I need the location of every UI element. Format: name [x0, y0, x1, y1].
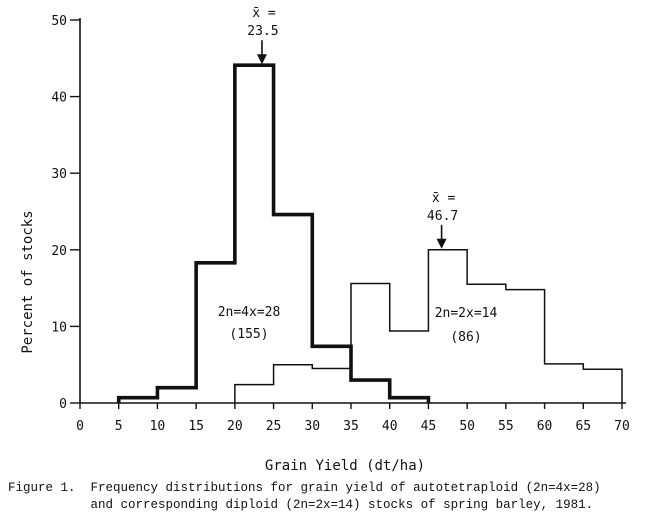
histogram-outline — [116, 63, 431, 403]
mean-label: x̄ = — [252, 6, 276, 21]
x-axis-ticks: 0 5 10 15 20 25 30 35 40 45 50 55 60 65 70 — [76, 403, 630, 434]
histogram-bin — [157, 388, 196, 403]
x-tick-label: 25 — [266, 419, 282, 434]
x-tick-label: 5 — [115, 419, 123, 434]
y-tick-label: 10 — [51, 320, 67, 335]
x-tick-label: 40 — [382, 419, 398, 434]
y-axis-label: Percent of stocks — [20, 210, 36, 353]
figure-caption: Figure 1. Frequency distributions for gr… — [8, 480, 658, 514]
x-tick-label: 35 — [343, 419, 359, 434]
series-2n=4x=28: 2n=4x=28 (155) — [116, 63, 431, 403]
series-count-label: (155) — [229, 327, 268, 342]
histogram-bin — [119, 398, 158, 403]
annotations: x̄ = 23.5 x̄ = 46.7 — [247, 6, 458, 249]
y-tick-label: 30 — [51, 167, 67, 182]
x-tick-label: 50 — [459, 419, 475, 434]
caption-line-1: Figure 1. Frequency distributions for gr… — [8, 481, 601, 495]
histogram-outline — [234, 249, 623, 403]
mean-annotation: x̄ = 23.5 — [247, 6, 279, 65]
x-tick-label: 70 — [614, 419, 630, 434]
caption-line-2: and corresponding diploid (2n=2x=14) sto… — [8, 498, 594, 512]
x-tick-label: 30 — [304, 419, 320, 434]
histogram-bin — [312, 369, 351, 403]
x-tick-label: 20 — [227, 419, 243, 434]
x-tick-label: 65 — [575, 419, 591, 434]
mean-annotation: x̄ = 46.7 — [427, 191, 458, 249]
histogram-bin — [351, 284, 390, 403]
x-tick-label: 10 — [150, 419, 166, 434]
series-layer: 2n=4x=28 (155) 2n=2x=14 (86) — [116, 63, 623, 403]
mean-value-label: 23.5 — [247, 24, 278, 39]
x-tick-label: 45 — [421, 419, 437, 434]
histogram-bin — [583, 369, 622, 403]
histogram-bin — [390, 331, 429, 403]
histogram-bin — [428, 250, 467, 403]
histogram-bin — [274, 365, 313, 403]
mean-value-label: 46.7 — [427, 209, 458, 224]
series-name-label: 2n=4x=28 — [218, 305, 281, 320]
y-tick-label: 50 — [51, 14, 67, 29]
series-name-label: 2n=2x=14 — [435, 306, 498, 321]
x-tick-label: 0 — [76, 419, 84, 434]
histogram-bin — [235, 65, 274, 403]
x-tick-label: 15 — [188, 419, 204, 434]
y-tick-label: 20 — [51, 244, 67, 259]
x-tick-label: 60 — [537, 419, 553, 434]
mean-label: x̄ = — [432, 191, 456, 206]
y-axis-ticks: 0 10 20 30 40 50 — [51, 14, 80, 412]
histogram-bin — [235, 385, 274, 403]
mean-arrow-head — [436, 238, 447, 249]
x-tick-label: 55 — [498, 419, 514, 434]
x-axis-label: Grain Yield (dt/ha) — [265, 458, 425, 474]
histogram-bin — [506, 290, 545, 403]
series-2n=2x=14: 2n=2x=14 (86) — [234, 249, 623, 403]
axes — [79, 18, 626, 404]
mean-arrow-head — [256, 54, 267, 65]
y-tick-label: 0 — [59, 397, 67, 412]
series-count-label: (86) — [450, 330, 481, 345]
y-tick-label: 40 — [51, 91, 67, 106]
histogram-bin — [545, 364, 584, 403]
